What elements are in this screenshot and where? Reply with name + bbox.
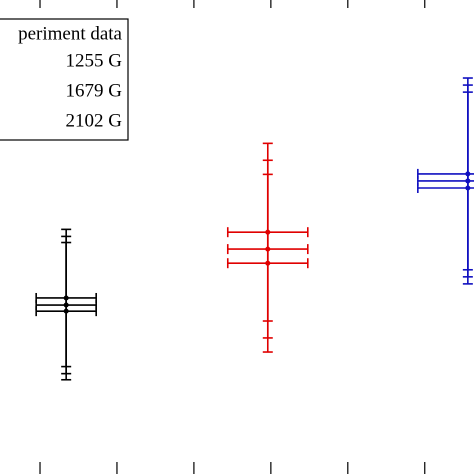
data-point [63, 308, 69, 314]
legend-title: periment data [18, 23, 122, 44]
legend-label: 1255 G [66, 50, 123, 71]
data-point [465, 185, 471, 191]
legend-label: 2102 G [66, 110, 123, 131]
legend-box [0, 18, 129, 141]
data-point [265, 260, 271, 266]
legend-label: 1679 G [66, 80, 123, 101]
